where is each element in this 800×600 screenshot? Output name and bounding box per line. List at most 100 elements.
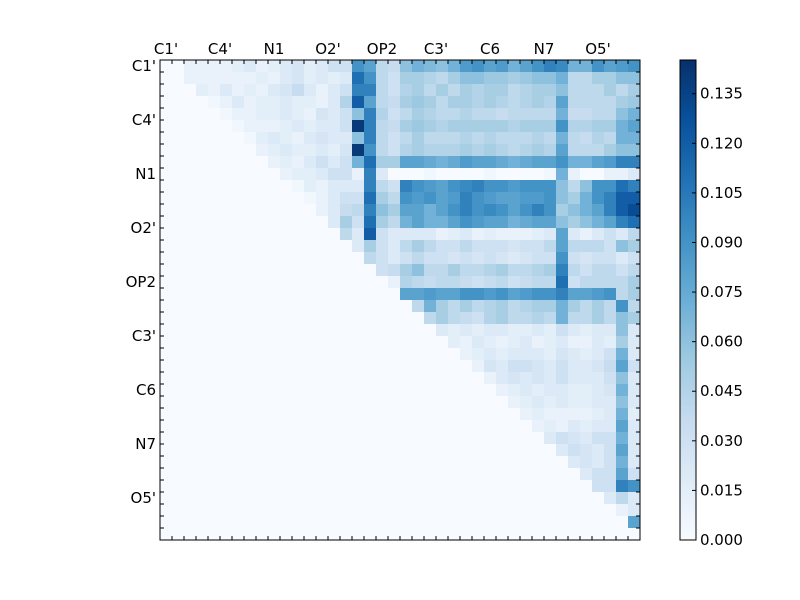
heatmap-cell: [244, 156, 257, 169]
heatmap-cell: [388, 156, 401, 169]
heatmap-cell: [160, 216, 173, 229]
heatmap-cell: [172, 168, 185, 181]
heatmap-cell: [280, 492, 293, 505]
heatmap-cell: [364, 348, 377, 361]
heatmap-cell: [352, 156, 365, 169]
heatmap-cell: [496, 108, 509, 121]
heatmap-cell: [208, 120, 221, 133]
heatmap-cell: [172, 480, 185, 493]
heatmap-cell: [160, 192, 173, 205]
y-tick-label: C1': [132, 57, 156, 75]
heatmap-cell: [232, 264, 245, 277]
heatmap-cell: [484, 132, 497, 145]
heatmap-cell: [628, 60, 641, 73]
heatmap-cell: [304, 60, 317, 73]
heatmap-cell: [580, 84, 593, 97]
heatmap-cell: [184, 216, 197, 229]
heatmap-cell: [292, 228, 305, 241]
heatmap-cell: [448, 432, 461, 445]
x-tick-label: OP2: [367, 40, 397, 58]
colorbar-tick-label: 0.000: [700, 531, 743, 549]
heatmap-cell: [544, 132, 557, 145]
heatmap-cell: [508, 84, 521, 97]
heatmap-cell: [316, 384, 329, 397]
heatmap-cell: [184, 156, 197, 169]
heatmap-cell: [328, 432, 341, 445]
heatmap-cell: [172, 336, 185, 349]
heatmap-cell: [616, 216, 629, 229]
heatmap-cell: [340, 348, 353, 361]
heatmap-cell: [316, 216, 329, 229]
heatmap-cell: [424, 492, 437, 505]
heatmap-cell: [184, 72, 197, 85]
heatmap-cell: [616, 300, 629, 313]
heatmap-cell: [580, 408, 593, 421]
heatmap-cell: [352, 96, 365, 109]
heatmap-cell: [232, 396, 245, 409]
heatmap-cell: [412, 60, 425, 73]
heatmap-cell: [532, 60, 545, 73]
heatmap-cell: [304, 312, 317, 325]
heatmap-cell: [544, 336, 557, 349]
heatmap-cell: [580, 240, 593, 253]
heatmap-cell: [484, 324, 497, 337]
heatmap-cell: [496, 432, 509, 445]
heatmap-cell: [256, 384, 269, 397]
heatmap-cell: [484, 504, 497, 517]
heatmap-cell: [340, 480, 353, 493]
heatmap-cell: [184, 108, 197, 121]
heatmap-cell: [532, 168, 545, 181]
heatmap-cell: [256, 72, 269, 85]
heatmap-cell: [388, 492, 401, 505]
heatmap-cell: [532, 468, 545, 481]
heatmap-cell: [580, 132, 593, 145]
heatmap-cell: [220, 408, 233, 421]
heatmap-cell: [412, 120, 425, 133]
heatmap-cell: [172, 240, 185, 253]
heatmap-cell: [580, 228, 593, 241]
heatmap-cell: [232, 252, 245, 265]
heatmap-cell: [232, 240, 245, 253]
heatmap-cell: [448, 528, 461, 541]
heatmap-cell: [400, 120, 413, 133]
heatmap-cell: [184, 132, 197, 145]
heatmap-cell: [496, 60, 509, 73]
heatmap-cell: [364, 372, 377, 385]
heatmap-cell: [304, 228, 317, 241]
heatmap-cell: [496, 132, 509, 145]
heatmap-cell: [568, 156, 581, 169]
heatmap-cell: [628, 504, 641, 517]
heatmap-cell: [268, 132, 281, 145]
heatmap-cell: [244, 264, 257, 277]
heatmap-cell: [508, 492, 521, 505]
heatmap-cell: [340, 300, 353, 313]
heatmap-cell: [232, 300, 245, 313]
heatmap-cell: [532, 312, 545, 325]
heatmap-cell: [292, 300, 305, 313]
heatmap-cell: [244, 384, 257, 397]
heatmap-cell: [424, 240, 437, 253]
heatmap-cell: [184, 264, 197, 277]
heatmap-cell: [172, 504, 185, 517]
heatmap-cell: [436, 396, 449, 409]
heatmap-cell: [280, 456, 293, 469]
heatmap-cell: [616, 276, 629, 289]
heatmap-cell: [568, 528, 581, 541]
heatmap-cell: [208, 456, 221, 469]
heatmap-cell: [472, 204, 485, 217]
heatmap-cell: [292, 528, 305, 541]
heatmap-cell: [244, 360, 257, 373]
heatmap-cell: [388, 252, 401, 265]
heatmap-cell: [628, 288, 641, 301]
heatmap-cell: [568, 444, 581, 457]
heatmap-cell: [628, 432, 641, 445]
heatmap-cell: [328, 408, 341, 421]
heatmap-cell: [208, 432, 221, 445]
heatmap-cell: [448, 216, 461, 229]
heatmap-cell: [184, 528, 197, 541]
heatmap-cell: [580, 96, 593, 109]
heatmap-cell: [400, 420, 413, 433]
heatmap-cell: [532, 300, 545, 313]
heatmap-cell: [244, 504, 257, 517]
heatmap-cell: [364, 360, 377, 373]
